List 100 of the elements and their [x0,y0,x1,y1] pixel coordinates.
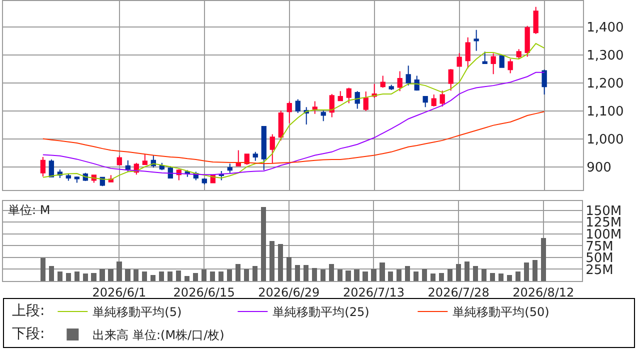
candlestick [363,90,368,112]
bar [328,264,334,281]
bar [150,274,156,281]
bar [82,273,88,281]
candlestick [354,90,360,110]
candlestick [533,6,538,35]
bar [312,268,317,281]
y-tick-label: 1,200 [586,76,624,92]
bar [210,272,216,281]
bar [371,268,376,281]
bar [464,262,470,281]
candlestick [329,93,334,118]
bar [244,268,250,281]
bar [540,238,546,281]
candlestick [312,100,318,114]
bar [40,258,46,281]
candlestick [261,126,266,171]
bar [422,268,428,281]
y-tick-label: 1,400 [586,20,624,36]
bar [134,270,139,281]
candlestick [397,70,402,92]
y-axis-title: 単位: M [8,203,50,217]
bar [303,265,308,281]
candlestick [346,87,352,104]
y-tick-label: 1,100 [586,104,624,120]
bar [278,244,283,281]
bar [456,264,462,281]
bar [388,272,394,281]
bar [226,270,232,281]
candlestick [440,90,445,108]
bar [396,270,402,281]
candlestick [278,110,284,141]
x-tick-label: 2026/6/1 [92,285,146,300]
bar [481,268,487,281]
line-series [42,43,545,180]
bar [362,272,368,281]
bar [100,268,105,281]
bar [354,270,360,281]
bar [57,272,62,281]
bar [202,270,207,281]
candlestick [74,176,80,184]
bar [108,268,114,281]
candlestick [490,52,496,75]
candlestick [524,25,530,58]
candlestick [542,69,547,96]
candlestick [380,75,386,88]
bar [337,270,342,281]
candlestick [125,160,131,172]
candlestick [474,29,479,52]
bar [448,268,453,281]
candlestick [270,134,275,164]
bar [116,262,122,281]
bar [218,272,224,281]
candlestick [116,155,122,166]
bar [320,270,326,281]
candlestick [508,58,513,74]
x-tick-label: 2026/6/29 [258,285,320,300]
candlestick [142,154,148,166]
y-tick-label: 25M [586,262,614,278]
candlestick [66,172,72,182]
bar [159,272,164,281]
bar [125,268,130,281]
candlestick [252,151,258,162]
bar [252,266,258,281]
legend-title: 上段: [12,303,45,320]
bar [532,260,538,281]
bar [294,265,300,281]
legend-title: 下段: [12,326,45,342]
legend-label: 単純移動平均(25) [272,305,370,320]
candlestick [202,178,207,185]
bar [405,266,410,281]
bar [91,273,96,281]
bar [346,270,351,281]
bar [184,276,190,281]
candlestick [499,55,504,68]
bar [260,207,266,281]
bar [66,273,71,281]
bar [490,273,496,281]
x-tick-label: 2026/8/12 [512,285,574,300]
bar [235,264,241,281]
x-tick-label: 2026/7/13 [342,285,404,300]
bar [142,272,148,281]
candlestick [388,84,394,91]
candlestick [516,48,522,60]
candlestick [236,150,241,166]
candlestick [295,98,300,114]
candlestick [465,36,470,69]
y-tick-label: 900 [586,160,612,176]
legend-label: 出来高 単位:(M株/口/枚) [92,328,224,342]
candlestick [40,156,46,178]
candlestick [482,51,488,64]
candlestick [286,101,292,124]
bar [74,272,80,281]
x-tick-label: 2026/6/15 [173,285,235,300]
bar [193,273,198,281]
candlestick [422,96,428,108]
candlestick [48,158,54,178]
x-tick-label: 2026/7/28 [428,285,490,300]
candlestick [448,68,454,92]
legend-label: 単純移動平均(50) [452,305,550,320]
